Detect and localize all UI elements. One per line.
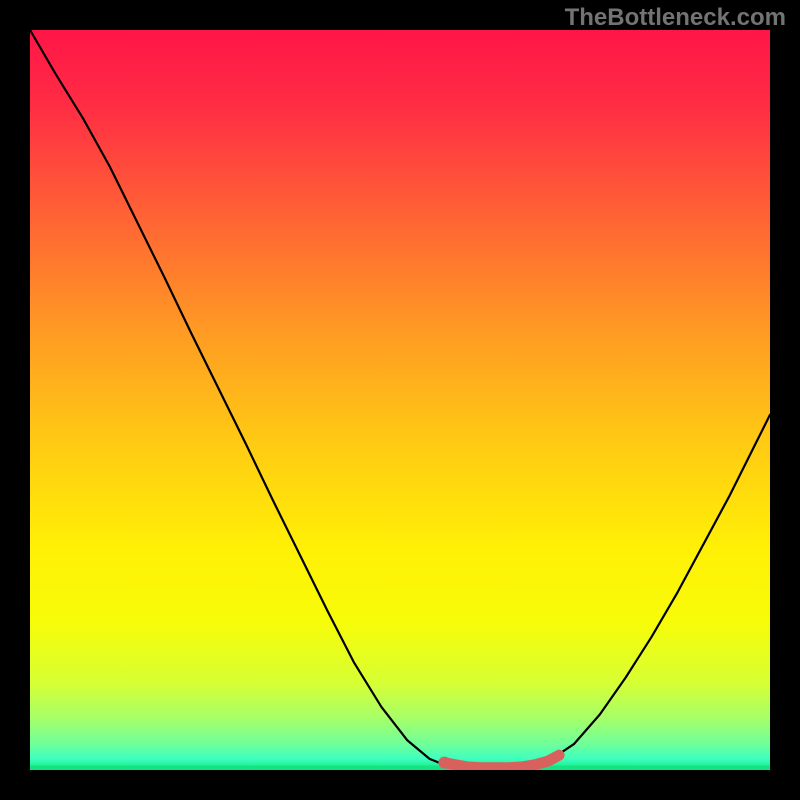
- bottleneck-chart: [30, 30, 770, 770]
- watermark-text: TheBottleneck.com: [565, 4, 786, 32]
- chart-frame: { "watermark": "TheBottleneck.com", "cha…: [0, 0, 800, 800]
- chart-svg: [30, 30, 770, 770]
